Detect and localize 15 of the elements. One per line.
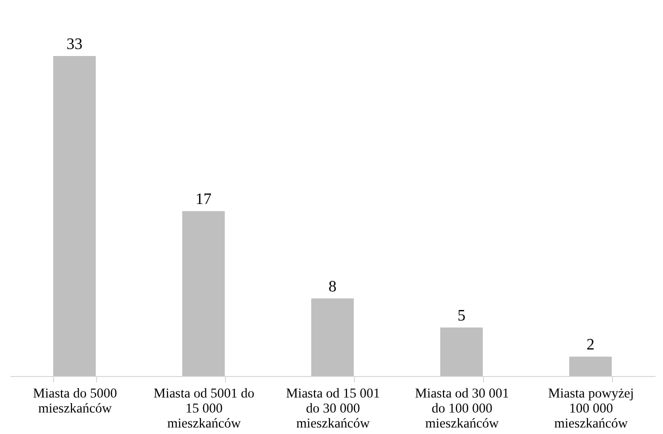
- bar: [311, 298, 354, 376]
- data-label: 17: [196, 191, 212, 208]
- data-label: 33: [66, 36, 82, 53]
- bar: [569, 356, 612, 376]
- bar: [182, 211, 225, 376]
- x-tick-label: Miasta do 5000 mieszkańców: [33, 386, 118, 416]
- x-tick-label: Miasta od 30 001 do 100 000 mieszkańców: [414, 386, 510, 430]
- data-label: 5: [458, 308, 466, 325]
- x-tick-label: Miasta od 5001 do 15 000 mieszkańców: [154, 386, 255, 430]
- x-tick-label: Miasta od 15 001 do 30 000 mieszkańców: [286, 386, 380, 430]
- x-tick-label: Miasta powyżej 100 000 mieszkańców: [548, 386, 634, 430]
- bar: [440, 328, 483, 376]
- data-label: 2: [586, 336, 594, 354]
- data-label: 8: [328, 278, 336, 296]
- bar: [53, 56, 96, 376]
